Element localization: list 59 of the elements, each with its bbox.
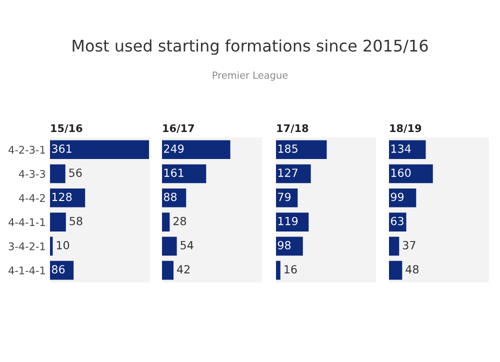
data-label: 63 [390,216,404,226]
data-label: 119 [278,216,298,226]
data-label: 161 [164,168,184,177]
bar [389,212,406,232]
bar [50,236,53,256]
data-label: 79 [278,192,291,202]
data-label: 10 [56,240,70,250]
bar [50,164,66,184]
y-tick-label: 4-3-3 [18,170,45,178]
data-label: 98 [278,240,291,250]
bar [389,260,402,280]
text: Most used starting formations since 2015/16 [72,39,428,55]
chart-title: 15/16 [51,124,82,133]
data-label: 37 [402,240,416,250]
bar [162,164,206,184]
data-label: 128 [52,192,72,202]
bar [389,236,400,256]
data-label: 185 [278,144,298,153]
bar [389,164,433,184]
data-label: 160 [391,168,411,177]
y-tick-label: 4-4-1-1 [8,218,45,226]
data-label: 16 [284,265,297,274]
y-tick-label: 4-4-2 [18,194,45,202]
bar [162,140,230,160]
data-label: 361 [52,144,72,153]
chart-title: 16/17 [163,124,194,133]
bar [389,188,416,208]
bar [50,212,66,232]
data-label: 249 [164,144,184,153]
bar [50,140,150,160]
bar [162,188,186,208]
chart-title: 18/19 [390,124,422,133]
data-label: 134 [391,144,411,153]
data-label: 99 [390,192,404,202]
bar [276,188,298,208]
bar [50,188,86,208]
bar [389,140,426,160]
y-tick-label: 4-1-4-1 [8,266,45,274]
data-label: 42 [177,265,190,274]
bar [162,236,177,256]
bar [276,236,303,256]
bar [276,164,311,184]
bar [162,212,170,232]
data-label: 56 [69,168,82,177]
bar [276,260,280,280]
bar [162,260,174,280]
y-tick-label: 4-2-3-1 [8,146,45,154]
bar [276,140,327,160]
chart-title: 17/18 [277,124,308,133]
data-label: 48 [406,265,419,274]
data-label: 58 [70,216,82,226]
bar [276,212,309,232]
y-tick-label: 3-4-2-1 [8,242,45,250]
data-label: 88 [164,192,177,202]
text: Premier League [212,71,288,81]
data-label: 86 [52,265,65,274]
data-label: 54 [180,241,194,250]
data-label: 127 [278,168,298,177]
data-label: 28 [173,216,186,226]
